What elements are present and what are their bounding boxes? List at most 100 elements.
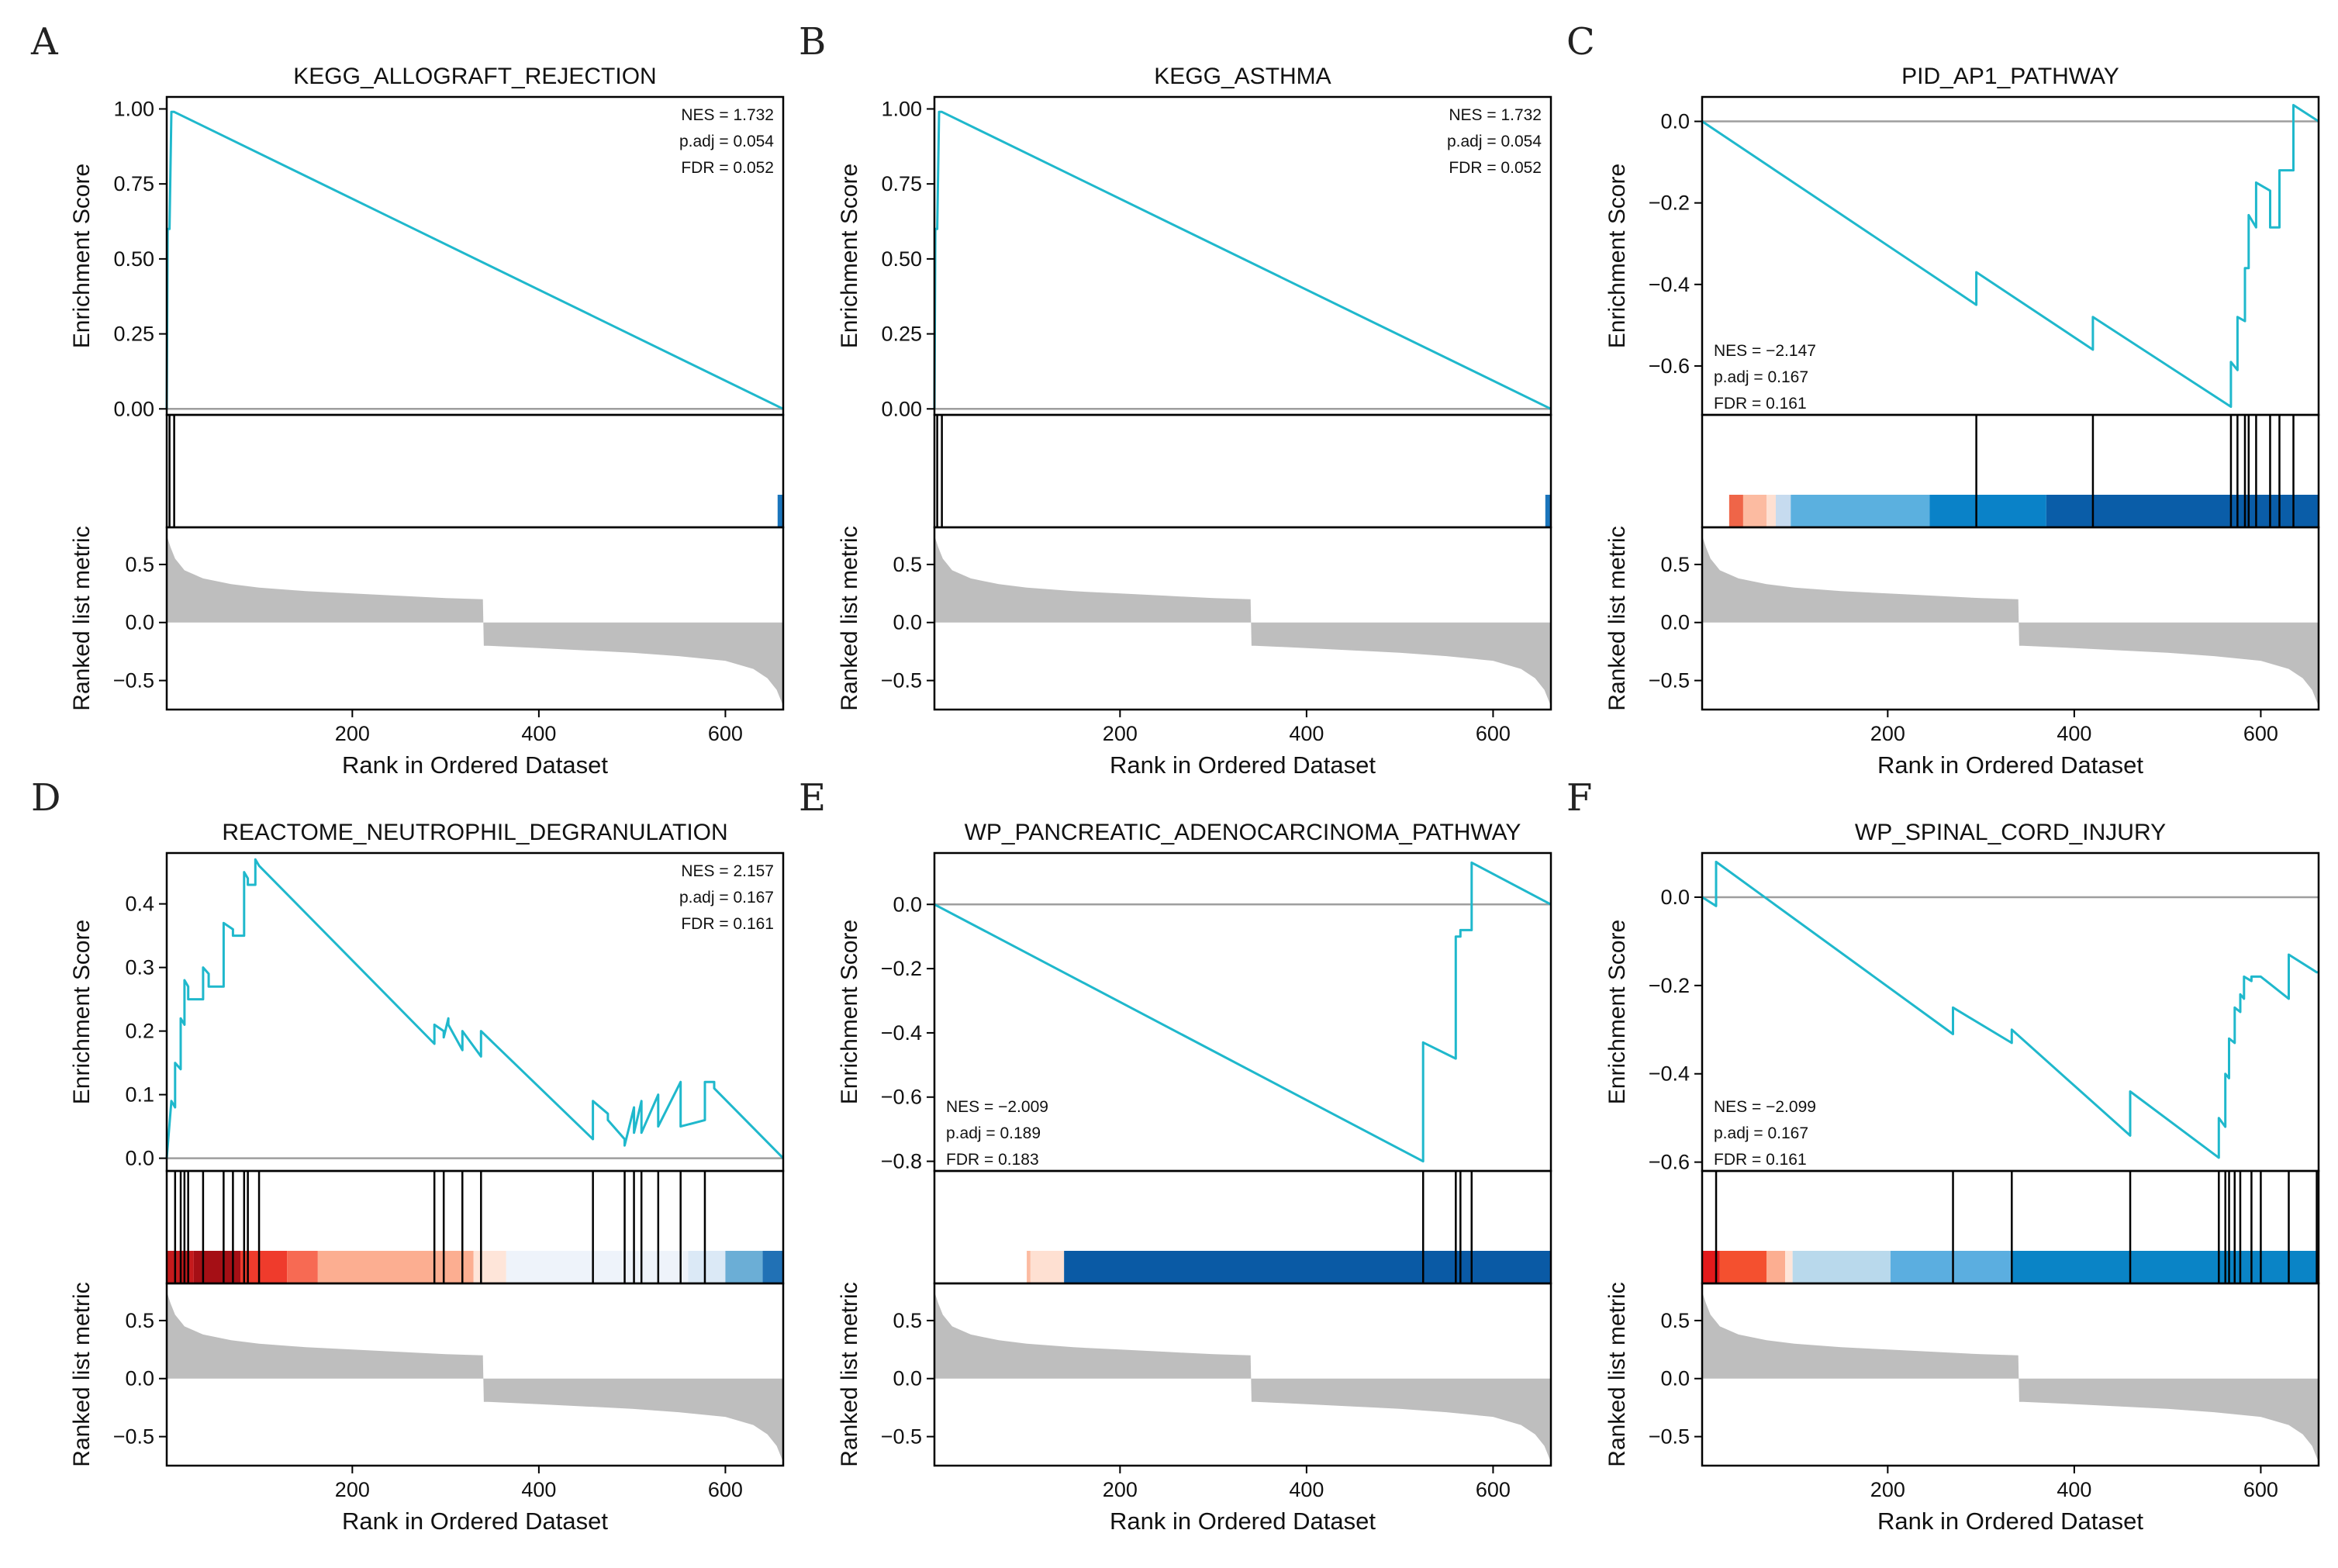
y-tick-label: 0.75 <box>881 172 922 195</box>
rank-y-tick-label: −0.5 <box>1649 1425 1690 1449</box>
stat-annotation: FDR = 0.161 <box>681 915 774 933</box>
panel-b: B KEGG_ASTHMA 0.00 0.25 0.50 0.75 1.00 Enrichme… <box>799 20 1552 779</box>
rank-color-band <box>1766 1251 1786 1283</box>
ranked-metric-area <box>934 535 1551 706</box>
rank-y-tick-label: 0.5 <box>1660 553 1690 576</box>
ranked-metric-area <box>1702 535 2319 706</box>
enrichment-score-line <box>933 110 1552 410</box>
panel-title: KEGG_ASTHMA <box>1154 64 1331 89</box>
y-tick-label: 0.4 <box>125 893 154 916</box>
y-tick-label: −0.2 <box>1649 192 1690 215</box>
y-tick-label: −0.4 <box>881 1021 922 1045</box>
rank-y-tick-label: 0.5 <box>125 553 154 576</box>
rank-color-band <box>1702 1251 1720 1283</box>
hit-plot-frame <box>165 413 785 529</box>
x-axis-label: Rank in Ordered Dataset <box>1877 751 2143 779</box>
rank-y-tick-label: −0.5 <box>113 669 154 692</box>
hit-plot-frame <box>933 413 1552 529</box>
rank-y-tick-label: 0.0 <box>893 1367 922 1390</box>
y-tick-label: 0.1 <box>125 1083 154 1107</box>
x-axis-label: Rank in Ordered Dataset <box>1110 751 1376 779</box>
rank-color-band <box>725 1251 763 1283</box>
y-tick-label: 0.0 <box>1660 110 1690 133</box>
stat-annotation: p.adj = 0.167 <box>1714 368 1808 386</box>
x-axis-label: Rank in Ordered Dataset <box>342 1508 608 1535</box>
panel-label: E <box>799 776 826 820</box>
x-axis-label: Rank in Ordered Dataset <box>342 751 608 779</box>
stat-annotation: NES = 1.732 <box>1449 106 1542 124</box>
y-tick-label: 0.2 <box>125 1020 154 1043</box>
rank-y-tick-label: −0.5 <box>881 669 922 692</box>
rank-plot-frame <box>933 1282 1552 1467</box>
rank-plot-frame <box>165 526 785 711</box>
rank-color-band <box>762 1251 783 1283</box>
rank-color-band <box>473 1251 506 1283</box>
rank-y-tick-label: 0.0 <box>125 611 154 634</box>
y-tick-label: 1.00 <box>113 97 154 120</box>
x-tick-label: 600 <box>708 722 743 745</box>
x-tick-label: 400 <box>1289 1478 1324 1501</box>
ranked-metric-area <box>934 1291 1551 1463</box>
rank-y-axis-label: Ranked list metric <box>837 1282 862 1466</box>
y-tick-label: 0.0 <box>893 893 922 916</box>
rank-y-axis-label: Ranked list metric <box>1604 526 1630 710</box>
rank-color-band <box>1030 1251 1065 1283</box>
panel-title: WP_SPINAL_CORD_INJURY <box>1855 820 2166 845</box>
rank-y-tick-label: 0.0 <box>125 1367 154 1390</box>
x-tick-label: 400 <box>2057 722 2091 745</box>
rank-color-band <box>1785 1251 1793 1283</box>
x-tick-label: 200 <box>1870 1478 1905 1501</box>
stat-annotation: p.adj = 0.054 <box>679 133 774 150</box>
es-y-axis-label: Enrichment Score <box>1604 164 1630 348</box>
panel-title: REACTOME_NEUTROPHIL_DEGRANULATION <box>222 820 727 845</box>
y-tick-label: 0.0 <box>125 1147 154 1170</box>
rank-color-band <box>506 1251 689 1283</box>
rank-color-band <box>1719 1251 1766 1283</box>
ranked-metric-area <box>167 535 783 706</box>
rank-color-band <box>2012 1251 2319 1283</box>
stat-annotation: NES = −2.147 <box>1714 342 1816 360</box>
panel-label: F <box>1566 776 1592 820</box>
x-tick-label: 200 <box>335 722 370 745</box>
x-tick-label: 200 <box>335 1478 370 1501</box>
y-tick-label: −0.2 <box>881 957 922 980</box>
rank-y-tick-label: 0.0 <box>1660 611 1690 634</box>
x-tick-label: 200 <box>1103 1478 1138 1501</box>
stat-annotation: p.adj = 0.054 <box>1447 133 1542 150</box>
x-tick-label: 200 <box>1103 722 1138 745</box>
stat-annotation: p.adj = 0.167 <box>679 889 774 907</box>
x-tick-label: 600 <box>1476 722 1511 745</box>
stat-annotation: NES = −2.099 <box>1714 1098 1816 1116</box>
x-tick-label: 400 <box>521 722 556 745</box>
rank-color-band <box>1728 495 1743 527</box>
stat-annotation: FDR = 0.052 <box>681 159 774 177</box>
y-tick-label: −0.8 <box>881 1150 922 1173</box>
enrichment-score-line <box>934 861 1552 1163</box>
panel-c: C PID_AP1_PATHWAY 0.0 −0.2 −0.4 −0.6 Enrichmen… <box>1566 20 2320 779</box>
panel-a: A KEGG_ALLOGRAFT_REJECTION 0.00 0.25 0.50 0.7… <box>30 20 785 779</box>
rank-y-axis-label: Ranked list metric <box>69 1282 95 1466</box>
es-plot-frame <box>933 851 1552 1173</box>
panel-label: D <box>31 776 60 820</box>
x-axis-label: Rank in Ordered Dataset <box>1877 1508 2143 1535</box>
x-tick-label: 400 <box>521 1478 556 1501</box>
rank-y-tick-label: 0.5 <box>125 1309 154 1332</box>
rank-y-axis-label: Ranked list metric <box>1604 1282 1630 1466</box>
rank-color-band <box>1776 495 1791 527</box>
y-tick-label: 0.3 <box>125 956 154 979</box>
panel-label: B <box>799 20 826 64</box>
stat-annotation: NES = 1.732 <box>681 106 774 124</box>
rank-color-band <box>1027 1251 1031 1283</box>
x-tick-label: 200 <box>1870 722 1905 745</box>
rank-y-tick-label: 0.5 <box>893 1309 922 1332</box>
rank-y-axis-label: Ranked list metric <box>837 526 862 710</box>
es-y-axis-label: Enrichment Score <box>1604 920 1630 1104</box>
rank-color-band <box>1742 495 1766 527</box>
es-y-axis-label: Enrichment Score <box>69 164 95 348</box>
stat-annotation: p.adj = 0.189 <box>946 1124 1041 1142</box>
panel-e: E WP_PANCREATIC_ADENOCARCINOMA_PATHWAY 0.0… <box>799 776 1552 1535</box>
y-tick-label: −0.6 <box>1649 354 1690 378</box>
x-tick-label: 600 <box>2243 1478 2278 1501</box>
stat-annotation: NES = 2.157 <box>681 862 774 880</box>
